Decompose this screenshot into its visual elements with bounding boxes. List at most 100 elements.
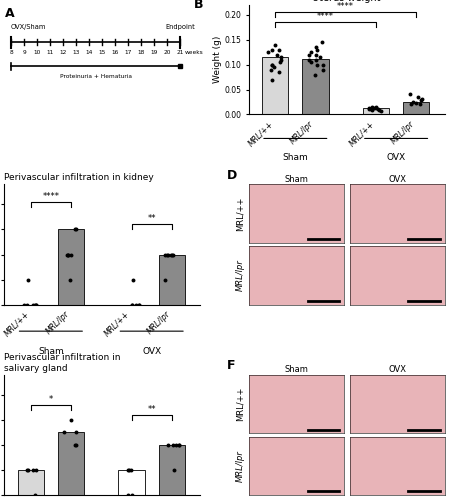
Point (313, 50, 320, 58)
Point (276, 46, 283, 54)
Point (164, 250, 171, 258)
Point (319, 60, 326, 68)
Text: 19: 19 (151, 50, 158, 56)
Point (168, 250, 175, 258)
Point (23, 466, 30, 474)
Text: 13: 13 (72, 50, 80, 56)
Text: Endpoint: Endpoint (166, 24, 195, 30)
Point (176, 441, 183, 449)
Text: 9: 9 (22, 50, 26, 56)
Point (377, 107, 384, 115)
Point (23, 300, 30, 308)
Point (277, 56, 285, 64)
Point (319, 66, 326, 74)
Point (408, 100, 415, 108)
Text: 16: 16 (112, 50, 119, 56)
Text: **: ** (147, 214, 156, 224)
Text: OVX/Sham: OVX/Sham (11, 24, 46, 30)
Bar (58, 230, 84, 304)
Point (60, 428, 67, 436)
Bar (58, 432, 84, 495)
Point (67, 416, 74, 424)
Text: B: B (194, 0, 204, 12)
Point (162, 250, 169, 258)
Point (125, 491, 132, 499)
Text: 15: 15 (99, 50, 106, 56)
Bar (363, 108, 389, 114)
Bar (119, 470, 145, 495)
Text: ****: **** (317, 12, 334, 22)
Point (64, 250, 71, 258)
Point (132, 300, 139, 308)
Point (365, 104, 373, 112)
Point (130, 276, 137, 283)
Bar (262, 57, 288, 114)
Point (305, 56, 313, 64)
Point (273, 50, 281, 58)
Point (72, 226, 79, 234)
Text: Sham: Sham (282, 152, 308, 162)
Point (308, 58, 315, 66)
Point (318, 38, 325, 46)
Point (66, 276, 74, 283)
Point (418, 96, 425, 104)
Point (313, 60, 321, 68)
Text: OVX: OVX (142, 347, 161, 356)
Point (72, 226, 79, 234)
Y-axis label: MRL/lpr: MRL/lpr (236, 450, 245, 482)
Point (163, 250, 171, 258)
Title: Uterus weight: Uterus weight (313, 0, 381, 3)
Point (312, 56, 319, 64)
Text: 8: 8 (9, 50, 13, 56)
Point (20, 300, 27, 308)
Point (169, 441, 176, 449)
Point (368, 105, 375, 113)
Point (72, 441, 79, 449)
Point (368, 104, 375, 112)
Text: Perivascular infiltration in
salivary gland: Perivascular infiltration in salivary gl… (4, 353, 121, 372)
Point (129, 300, 136, 308)
Title: Sham: Sham (285, 365, 308, 374)
Point (128, 491, 135, 499)
Point (170, 250, 177, 258)
Point (375, 106, 383, 114)
Text: 14: 14 (86, 50, 93, 56)
Text: 20: 20 (164, 50, 171, 56)
Point (162, 276, 169, 283)
Point (271, 41, 278, 49)
Point (73, 428, 80, 436)
Point (305, 50, 313, 58)
Y-axis label: Weight (g): Weight (g) (212, 36, 221, 84)
Point (31, 491, 38, 499)
Point (135, 300, 142, 308)
Y-axis label: MRL/lpr: MRL/lpr (236, 260, 245, 292)
Point (268, 66, 275, 74)
Text: 11: 11 (47, 50, 54, 56)
Title: OVX: OVX (388, 174, 406, 184)
Point (65, 250, 72, 258)
Text: A: A (4, 7, 14, 20)
Point (67, 250, 74, 258)
Text: 21: 21 (177, 50, 184, 56)
Point (269, 60, 276, 68)
Point (277, 53, 284, 61)
Point (269, 46, 276, 54)
Title: Sham: Sham (285, 174, 308, 184)
Point (32, 300, 40, 308)
Point (415, 93, 422, 101)
Text: 12: 12 (59, 50, 67, 56)
Point (124, 466, 132, 474)
Point (369, 106, 376, 114)
Point (418, 96, 425, 104)
Point (172, 441, 180, 449)
Point (374, 106, 382, 114)
Point (271, 63, 278, 71)
Text: 18: 18 (138, 50, 145, 56)
Text: ****: **** (337, 2, 354, 12)
Point (64, 250, 71, 258)
Point (268, 76, 275, 84)
Point (373, 103, 380, 111)
Y-axis label: MRL/++: MRL/++ (236, 196, 245, 231)
Point (31, 300, 38, 308)
Point (314, 46, 321, 54)
